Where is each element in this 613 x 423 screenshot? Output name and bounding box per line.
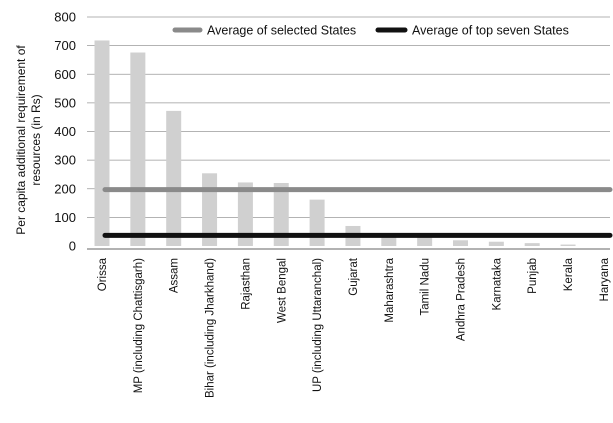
bar [417, 236, 433, 246]
bars [94, 40, 576, 246]
bar [560, 244, 576, 246]
y-axis-ticks: 0 100 200 300 400 500 600 700 800 [54, 10, 76, 254]
bar [453, 240, 468, 246]
bar [309, 199, 325, 246]
x-tick-label: Punjab [527, 258, 539, 294]
bar [166, 110, 182, 246]
bar [381, 234, 397, 246]
legend-label: Average of top seven States [412, 24, 569, 38]
average-lines [102, 187, 613, 238]
y-axis-title-line: Per capita additional requirement of [14, 45, 28, 235]
legend-label: Average of selected States [207, 24, 356, 38]
bar [488, 241, 504, 246]
x-tick-label: Assam [169, 258, 181, 293]
bar [237, 182, 253, 246]
y-tick-label: 700 [54, 38, 76, 53]
legend: Average of selected States Average of top… [172, 24, 569, 38]
x-tick-label: Bihar (including Jharkhand) [205, 258, 217, 398]
x-tick-label: Orissa [97, 257, 109, 291]
y-tick-label: 400 [54, 124, 76, 139]
y-tick-label: 500 [54, 95, 76, 110]
y-tick-label: 300 [54, 153, 76, 168]
x-axis-category-labels: Orissa MP (including Chattisgarh) Assam Bih… [97, 257, 611, 398]
x-tick-label: UP (including Uttaranchal) [312, 258, 324, 392]
y-tick-label: 0 [69, 239, 76, 254]
bar [94, 40, 110, 246]
x-tick-label: Kerala [563, 257, 575, 291]
bar [524, 243, 540, 246]
y-tick-label: 600 [54, 67, 76, 82]
x-tick-label: MP (including Chattisgarh) [133, 258, 145, 393]
y-tick-label: 200 [54, 181, 76, 196]
y-axis-title-line: resources (in Rs) [29, 94, 43, 185]
x-tick-label: West Bengal [276, 258, 288, 323]
x-tick-label: Andhra Pradesh [456, 258, 468, 341]
x-tick-label: Gujarat [348, 257, 360, 296]
y-tick-label: 100 [54, 210, 76, 225]
y-tick-label: 800 [54, 10, 76, 25]
x-tick-label: Haryana [599, 257, 611, 301]
x-tick-label: Maharashtra [384, 257, 396, 322]
bar [273, 183, 289, 246]
x-tick-label: Tamil Nadu [420, 258, 432, 316]
y-axis-title: Per capita additional requirement of reso… [14, 45, 43, 235]
bar [130, 52, 146, 246]
x-tick-label: Rajasthan [240, 258, 252, 310]
x-tick-label: Karnataka [491, 257, 503, 310]
